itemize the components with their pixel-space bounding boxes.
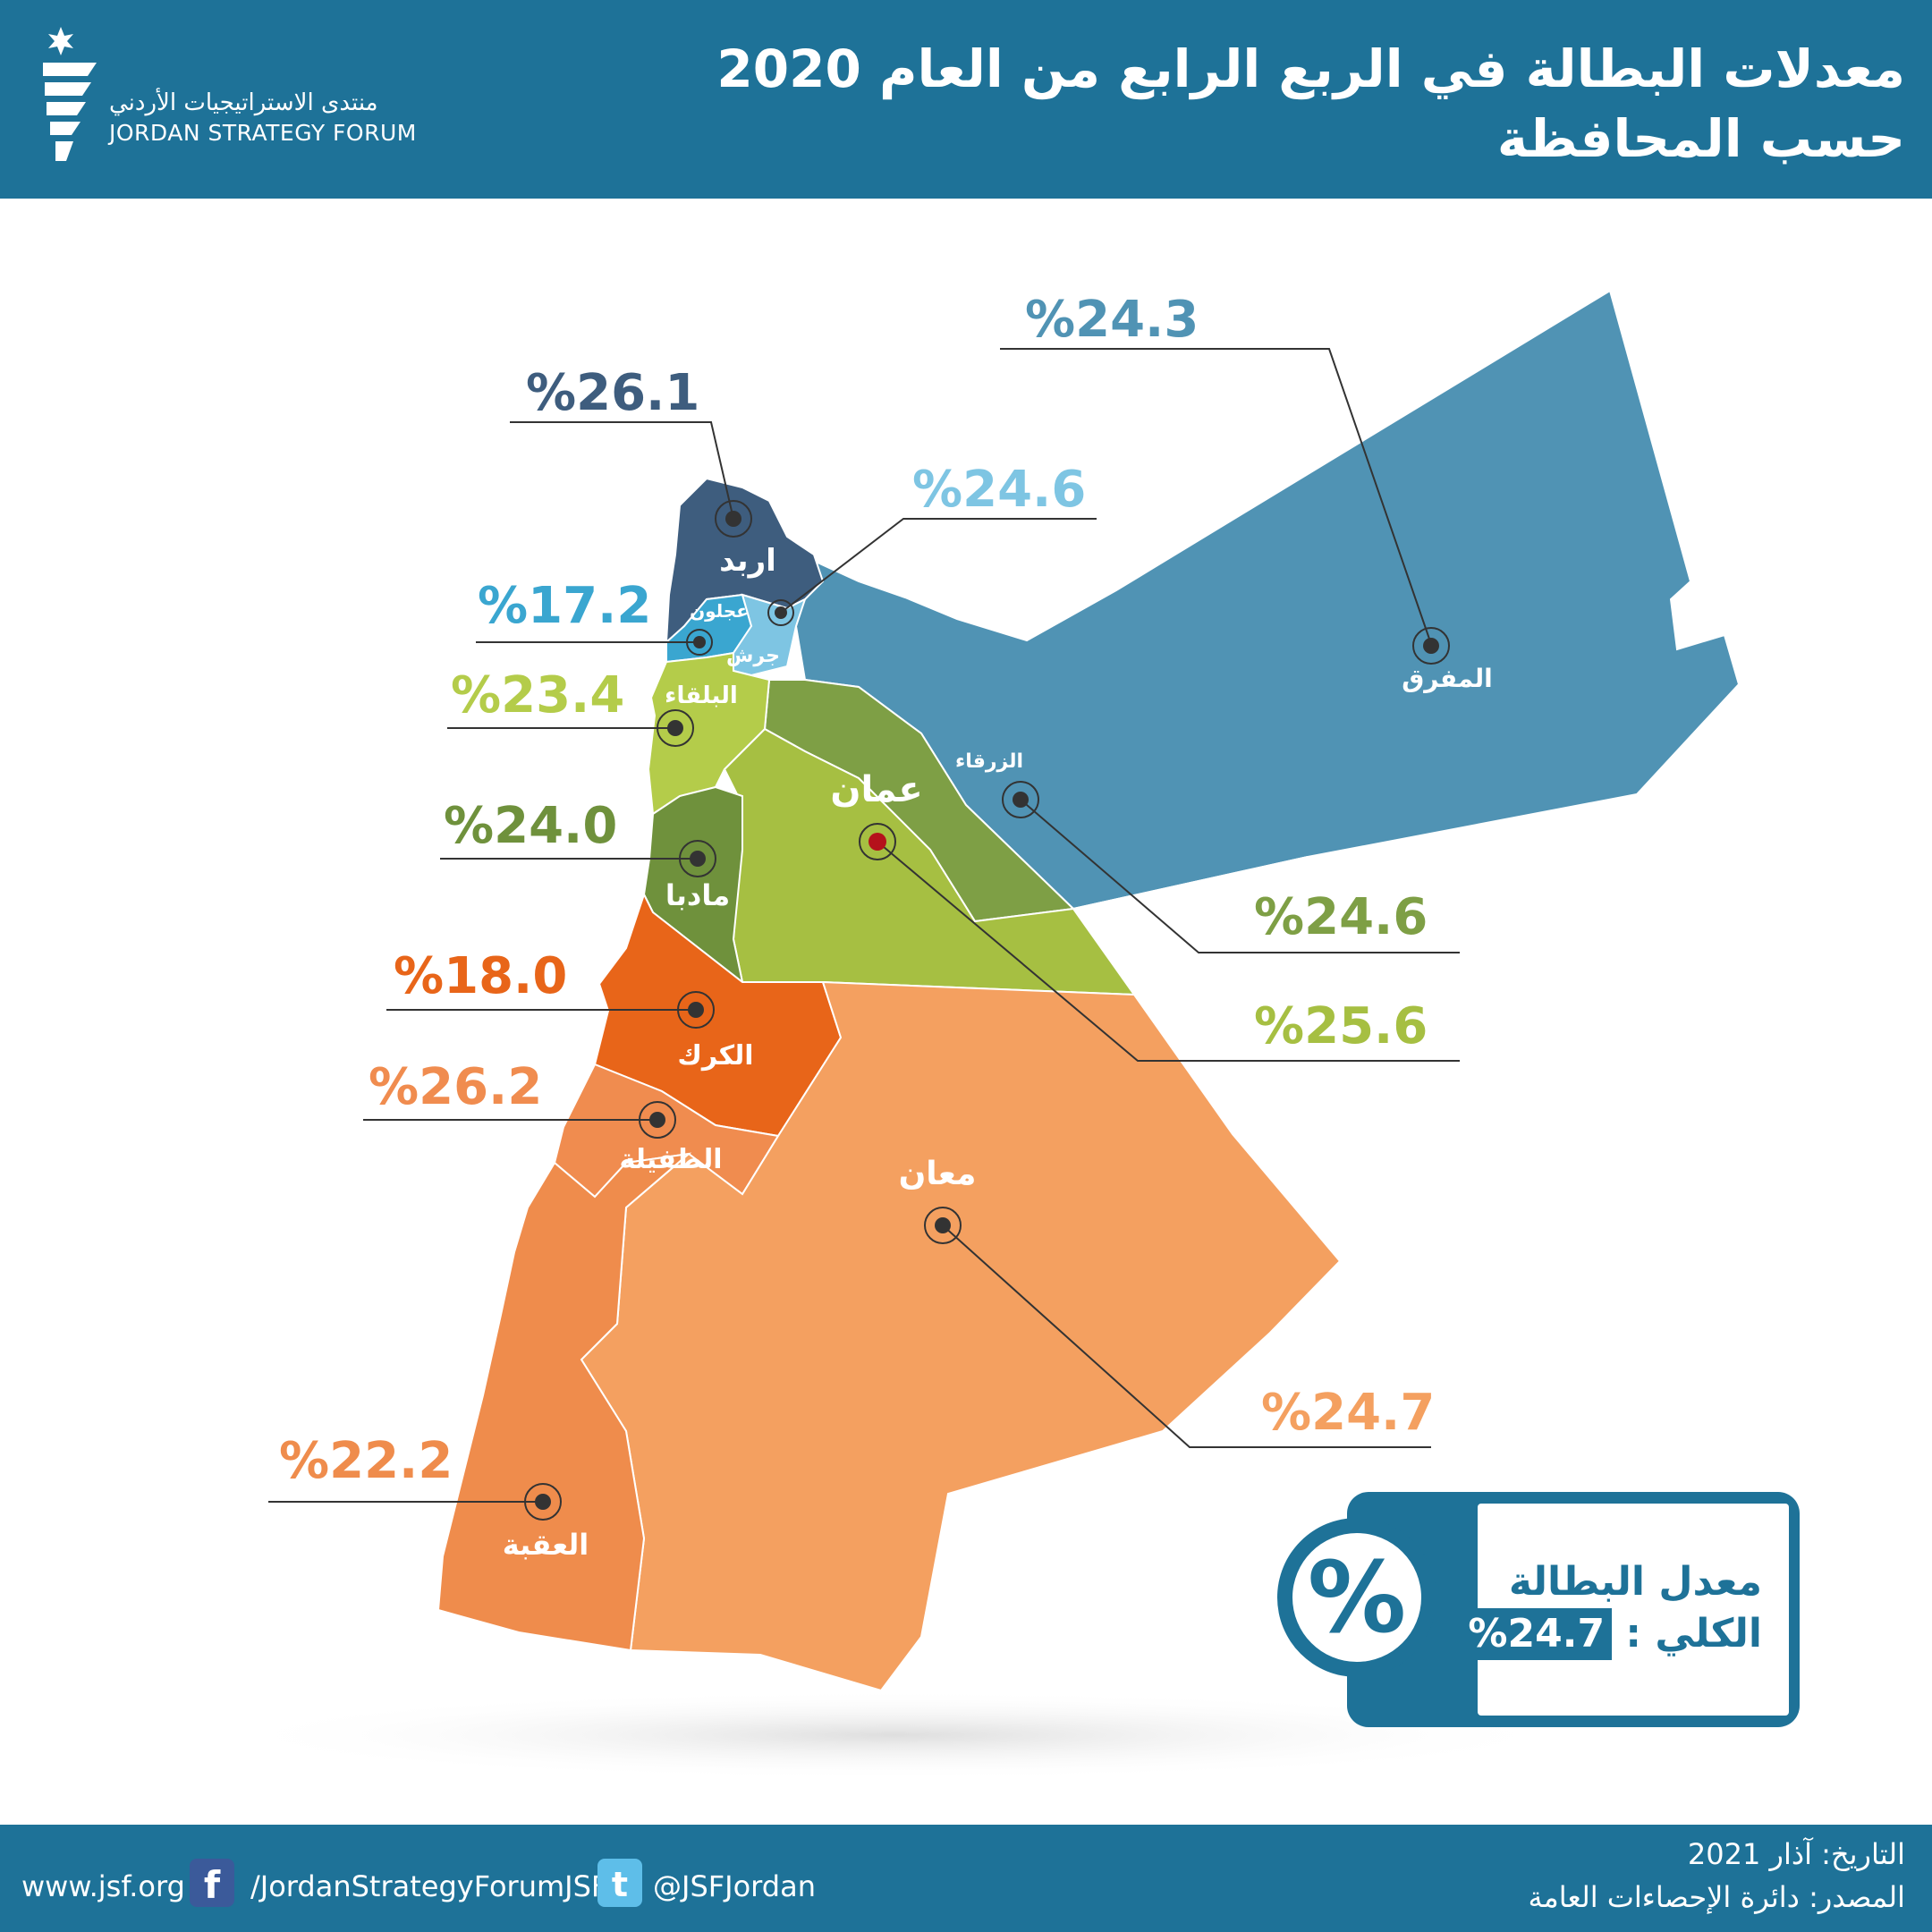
- marker-balqa: [657, 709, 694, 747]
- value-madaba: %24.0: [444, 797, 617, 855]
- legend-text: معدل البطالة الكلي : %24.7: [1461, 1556, 1762, 1660]
- value-jerash: %24.6: [912, 461, 1086, 519]
- value-zarqa: %24.6: [1254, 888, 1428, 946]
- legend-circle-inner: [1292, 1533, 1421, 1662]
- marker-maan: [924, 1207, 962, 1244]
- city-markers: [524, 500, 1450, 1521]
- marker-irbid: [715, 500, 752, 538]
- title-line-1: معدلات البطالة في الربع الرابع من العام …: [716, 38, 1905, 99]
- label-balqa: البلقاء: [665, 682, 738, 709]
- legend-line-2-label: الكلي :: [1625, 1611, 1762, 1657]
- logo-arabic-text: منتدى الاستراتيجيات الأردني: [109, 89, 378, 116]
- twitter-icon[interactable]: t: [597, 1859, 642, 1907]
- marker-aqaba: [524, 1483, 562, 1521]
- svg-text:f: f: [204, 1863, 221, 1907]
- label-ajloun: عجلون: [690, 600, 749, 622]
- marker-tafileh: [639, 1101, 676, 1139]
- value-balqa: %23.4: [451, 666, 624, 724]
- value-ajloun: %17.2: [478, 577, 651, 635]
- marker-amman: [859, 823, 896, 860]
- label-amman: عمان: [830, 769, 922, 810]
- legend-line-1: معدل البطالة: [1508, 1559, 1762, 1605]
- label-aqaba: العقبة: [503, 1528, 589, 1562]
- marker-zarqa: [1002, 781, 1039, 818]
- footer-date: التاريخ: آذار 2021: [1687, 1837, 1905, 1871]
- overall-rate-value: %24.7: [1461, 1608, 1613, 1660]
- marker-ajloun: [686, 629, 713, 656]
- label-zarqa: الزرقاء: [955, 750, 1023, 773]
- leader-lines: [268, 348, 1460, 1503]
- region-jerash[interactable]: [733, 593, 807, 677]
- value-karak: %18.0: [394, 947, 567, 1005]
- label-mafraq: المفرق: [1402, 664, 1493, 693]
- marker-jerash: [767, 599, 794, 626]
- region-balqa[interactable]: [647, 651, 771, 816]
- value-aqaba: %22.2: [279, 1432, 453, 1490]
- region-madaba[interactable]: [642, 785, 744, 985]
- value-amman: %25.6: [1254, 997, 1428, 1055]
- title-line-2: حسب المحافظة: [1496, 108, 1905, 169]
- logo-english-text: JORDAN STRATEGY FORUM: [109, 120, 417, 146]
- value-maan: %24.7: [1261, 1384, 1435, 1442]
- map-shadow: [215, 1690, 1574, 1780]
- website-link[interactable]: www.jsf.org: [21, 1869, 185, 1903]
- footer-source: المصدر: دائرة الإحصاءات العامة: [1528, 1880, 1905, 1914]
- label-tafileh: الطفيلة: [619, 1144, 722, 1175]
- value-mafraq: %24.3: [1025, 291, 1199, 349]
- marker-karak: [677, 991, 715, 1029]
- label-maan: معان: [899, 1156, 977, 1192]
- marker-mafraq: [1412, 627, 1450, 665]
- label-karak: الكرك: [677, 1040, 753, 1072]
- region-aqaba[interactable]: [436, 1152, 692, 1652]
- legend-line-2: الكلي : %24.7: [1461, 1608, 1762, 1660]
- jordan-map: المفرق اربد جرش عجلون البلقاء الزرقاء عم…: [215, 289, 1741, 1780]
- footer: التاريخ: آذار 2021 المصدر: دائرة الإحصاء…: [0, 1825, 1932, 1932]
- facebook-icon[interactable]: f: [190, 1859, 234, 1907]
- label-jerash: جرش: [726, 645, 780, 667]
- value-tafileh: %26.2: [369, 1058, 542, 1116]
- label-madaba: مادبا: [665, 878, 730, 912]
- page-title: معدلات البطالة في الربع الرابع من العام …: [716, 34, 1905, 174]
- header: منتدى الاستراتيجيات الأردني JORDAN STRAT…: [0, 0, 1932, 199]
- label-irbid: اربد: [719, 543, 776, 579]
- percent-icon: %: [1307, 1540, 1407, 1655]
- value-irbid: %26.1: [526, 364, 699, 422]
- marker-madaba: [679, 840, 716, 877]
- jsf-logo-icon: [43, 27, 97, 161]
- svg-text:t: t: [612, 1865, 628, 1904]
- facebook-link[interactable]: /JordanStrategyForumJSF: [250, 1869, 608, 1903]
- twitter-link[interactable]: @JSFJordan: [653, 1869, 816, 1903]
